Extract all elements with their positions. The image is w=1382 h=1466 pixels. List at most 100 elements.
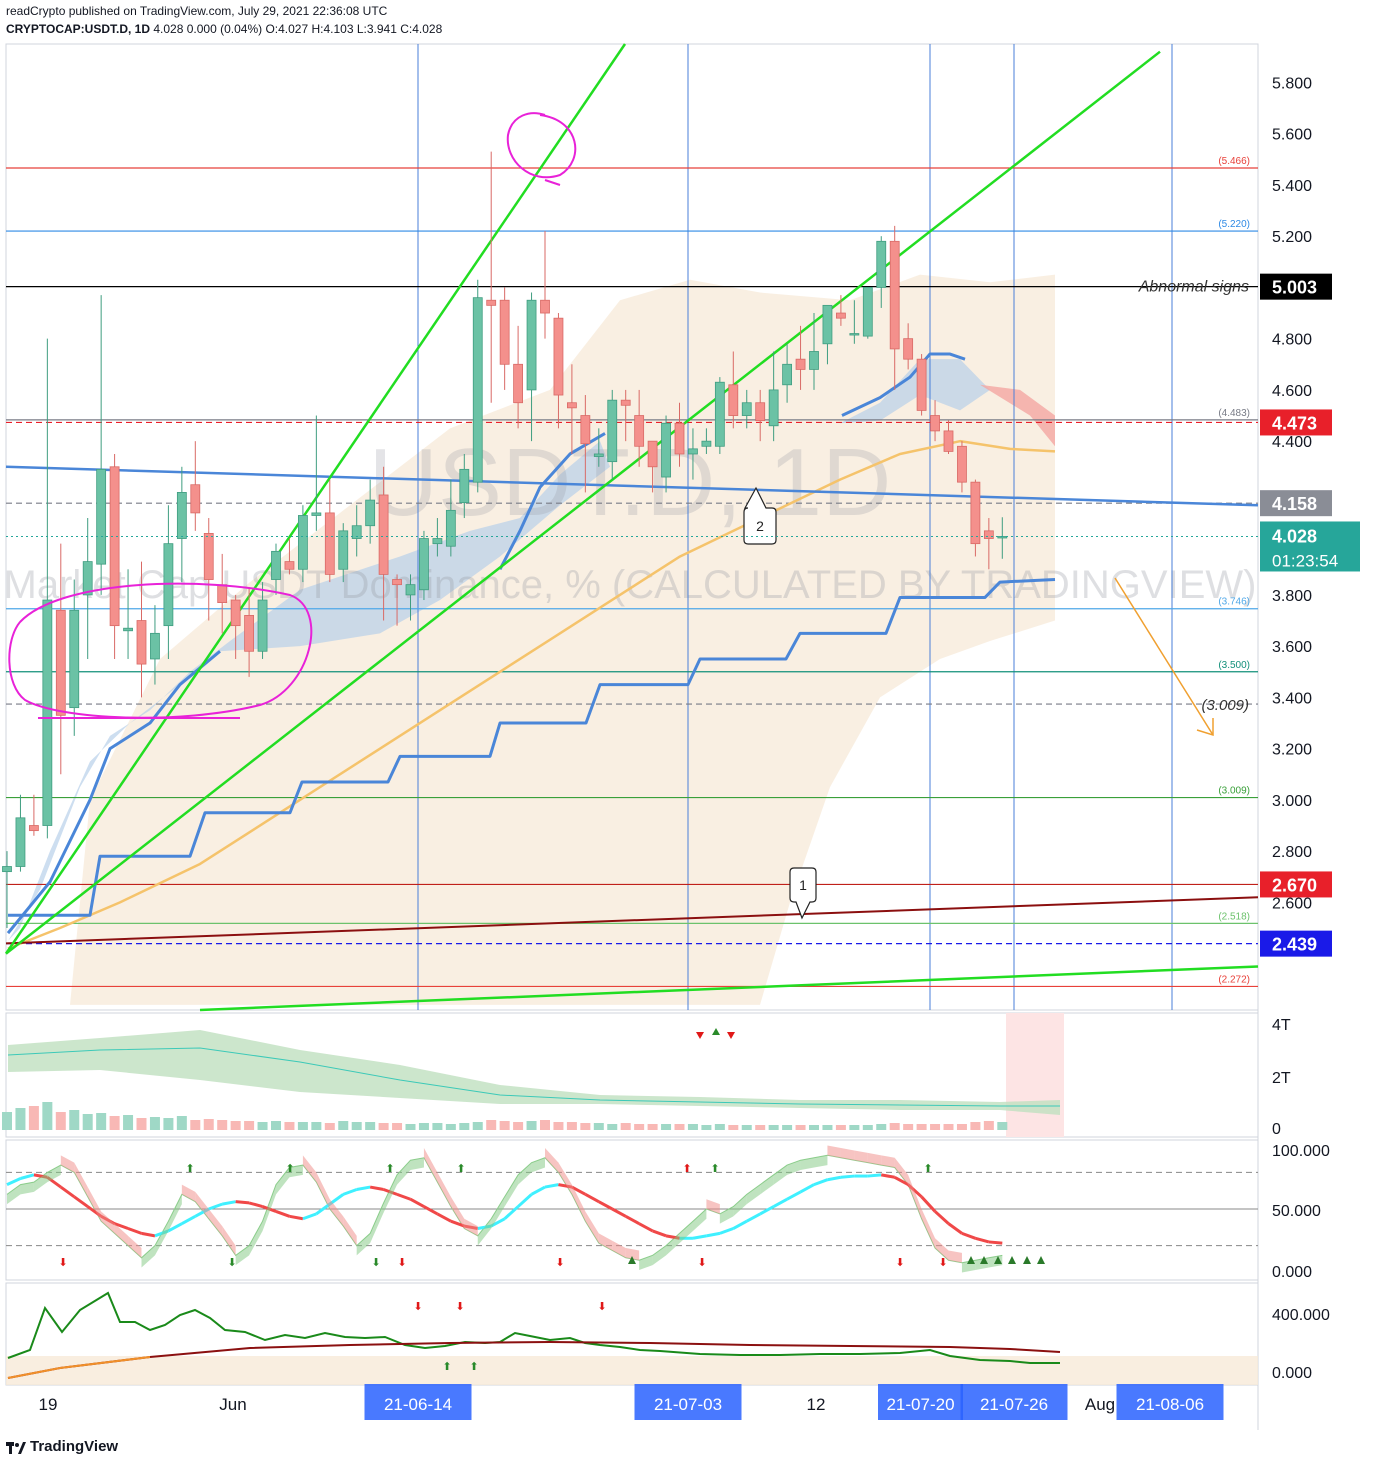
candle-body-31 bbox=[419, 538, 429, 591]
candle-body-14 bbox=[190, 484, 201, 514]
level-label-13: (2.272) bbox=[1218, 974, 1250, 985]
volume-bar-23 bbox=[311, 1122, 322, 1130]
last-price-timer: 01:23:54 bbox=[1272, 551, 1338, 570]
stoch-fill-7 bbox=[87, 1187, 102, 1222]
stoch-fill-18 bbox=[235, 1245, 250, 1266]
candle-body-41 bbox=[553, 317, 564, 396]
blue-step bbox=[8, 578, 1056, 917]
candle-body-47 bbox=[634, 415, 645, 447]
stoch-d-seg-46 bbox=[611, 1207, 627, 1218]
stoch-d-seg-1 bbox=[6, 1177, 22, 1186]
stoch-down-arrow-2: ⬇ bbox=[555, 1256, 564, 1269]
volume-bar-33 bbox=[445, 1124, 456, 1130]
stoch-fill-45 bbox=[598, 1233, 613, 1251]
darkred-trendline bbox=[5, 896, 1259, 945]
stoch-d-seg-62 bbox=[827, 1175, 842, 1182]
stoch-d-seg-16 bbox=[208, 1202, 223, 1211]
stoch-up-arrow-2: ⬆ bbox=[385, 1162, 394, 1175]
stoch-d-seg-44 bbox=[584, 1193, 600, 1203]
candle-body-61 bbox=[822, 304, 833, 345]
tradingview-brand: TradingView bbox=[6, 1438, 118, 1455]
volume-bar-43 bbox=[580, 1123, 591, 1130]
magenta-circle-left bbox=[8, 582, 313, 719]
stoch-d-seg-21 bbox=[275, 1210, 290, 1218]
stoch-fill-27 bbox=[356, 1233, 371, 1256]
volume-bar-36 bbox=[486, 1120, 497, 1130]
volume-bar-74 bbox=[997, 1122, 1008, 1130]
stoch-d-seg-32 bbox=[423, 1205, 439, 1216]
volume-marker-0 bbox=[696, 1032, 704, 1039]
stoch-fill-65 bbox=[867, 1152, 882, 1166]
candle-body-46 bbox=[620, 399, 631, 406]
date-label-4: 12 bbox=[807, 1395, 826, 1414]
date-label-5: 21-07-20 bbox=[886, 1395, 954, 1414]
date-label-3: 21-07-03 bbox=[654, 1395, 722, 1414]
stoch-d-seg-24 bbox=[315, 1202, 331, 1216]
date-box-8 bbox=[1116, 1384, 1224, 1420]
candle-body-51 bbox=[688, 448, 698, 455]
candle-body-3 bbox=[42, 599, 53, 826]
candle-body-5 bbox=[69, 609, 80, 709]
volume-bar-16 bbox=[217, 1120, 228, 1130]
callout-2-label: 2 bbox=[756, 518, 764, 534]
stoch-fill-66 bbox=[881, 1155, 895, 1168]
volume-bar-9 bbox=[123, 1115, 134, 1130]
stoch-d-seg-10 bbox=[127, 1227, 143, 1235]
stoch-fill-40 bbox=[531, 1157, 545, 1173]
volume-bar-55 bbox=[741, 1125, 752, 1130]
level-label-1: (5.220) bbox=[1218, 219, 1250, 230]
volume-bar-0 bbox=[2, 1112, 12, 1130]
stoch-fill-44 bbox=[585, 1211, 599, 1244]
stoch-fill-25 bbox=[329, 1199, 344, 1227]
vertical-date-lines bbox=[417, 44, 1173, 1010]
volume-bar-2 bbox=[28, 1106, 39, 1130]
stoch-fill-24 bbox=[316, 1172, 330, 1209]
candle-body-23 bbox=[311, 512, 322, 516]
stoch-d-seg-26 bbox=[342, 1188, 358, 1196]
volume-bar-65 bbox=[876, 1124, 887, 1130]
candle-body-37 bbox=[499, 299, 510, 365]
candle-body-73 bbox=[983, 530, 994, 539]
stoch-fill-54 bbox=[719, 1206, 734, 1224]
candle-body-4 bbox=[55, 609, 66, 716]
stoch-fill-12 bbox=[154, 1221, 169, 1256]
stoch-down-arrow-4: ⬇ bbox=[895, 1256, 904, 1269]
volume-bar-64 bbox=[862, 1125, 873, 1130]
candle-body-30 bbox=[405, 584, 416, 596]
stoch-d-seg-5 bbox=[59, 1185, 76, 1199]
candle-body-9 bbox=[123, 627, 133, 632]
candle-body-17 bbox=[230, 599, 241, 627]
stoch-d-seg-17 bbox=[221, 1200, 236, 1206]
time-axis: 19 Jun 21-06-14 21-07-03 12 21-07-20 21-07-26 A… bbox=[39, 1384, 1224, 1420]
volume-bar-1 bbox=[15, 1108, 26, 1130]
volume-bar-32 bbox=[432, 1123, 443, 1130]
stoch-d-seg-54 bbox=[719, 1227, 734, 1235]
stoch-fill-28 bbox=[370, 1202, 384, 1244]
price-tag-bg-3 bbox=[1260, 871, 1332, 898]
candle-body-65 bbox=[876, 240, 887, 288]
annotation-abnormal-signs: Abnormal signs bbox=[1138, 279, 1249, 296]
stoch-fill-20 bbox=[262, 1184, 276, 1231]
candle-body-11 bbox=[150, 632, 160, 660]
stoch-green-down-1: ⬇ bbox=[371, 1256, 380, 1269]
stoch-d-seg-23 bbox=[302, 1212, 317, 1221]
stoch-up-arrow-3: ⬆ bbox=[456, 1162, 465, 1175]
stoch-fill-55 bbox=[733, 1194, 747, 1217]
green-trendline-mid bbox=[5, 50, 1161, 955]
volume-bar-7 bbox=[96, 1113, 107, 1130]
osc3-tick-1: 0.000 bbox=[1272, 1365, 1312, 1382]
candle-body-6 bbox=[82, 561, 93, 596]
green-trendline-steep bbox=[4, 43, 627, 955]
volume-bar-58 bbox=[782, 1125, 793, 1130]
level-label-0: (5.466) bbox=[1218, 156, 1250, 167]
stoch-fill-8 bbox=[101, 1211, 115, 1234]
stoch-up-arrow-0: ⬆ bbox=[185, 1162, 194, 1175]
candle-body-25 bbox=[338, 530, 349, 570]
blue-curve-2 bbox=[498, 432, 606, 570]
osc3-orange-line bbox=[7, 1356, 151, 1379]
candle-body-64 bbox=[862, 287, 873, 337]
volume-bar-70 bbox=[943, 1124, 954, 1130]
stoch-d-seg-65 bbox=[867, 1173, 882, 1178]
stoch-fill-33 bbox=[437, 1172, 451, 1207]
